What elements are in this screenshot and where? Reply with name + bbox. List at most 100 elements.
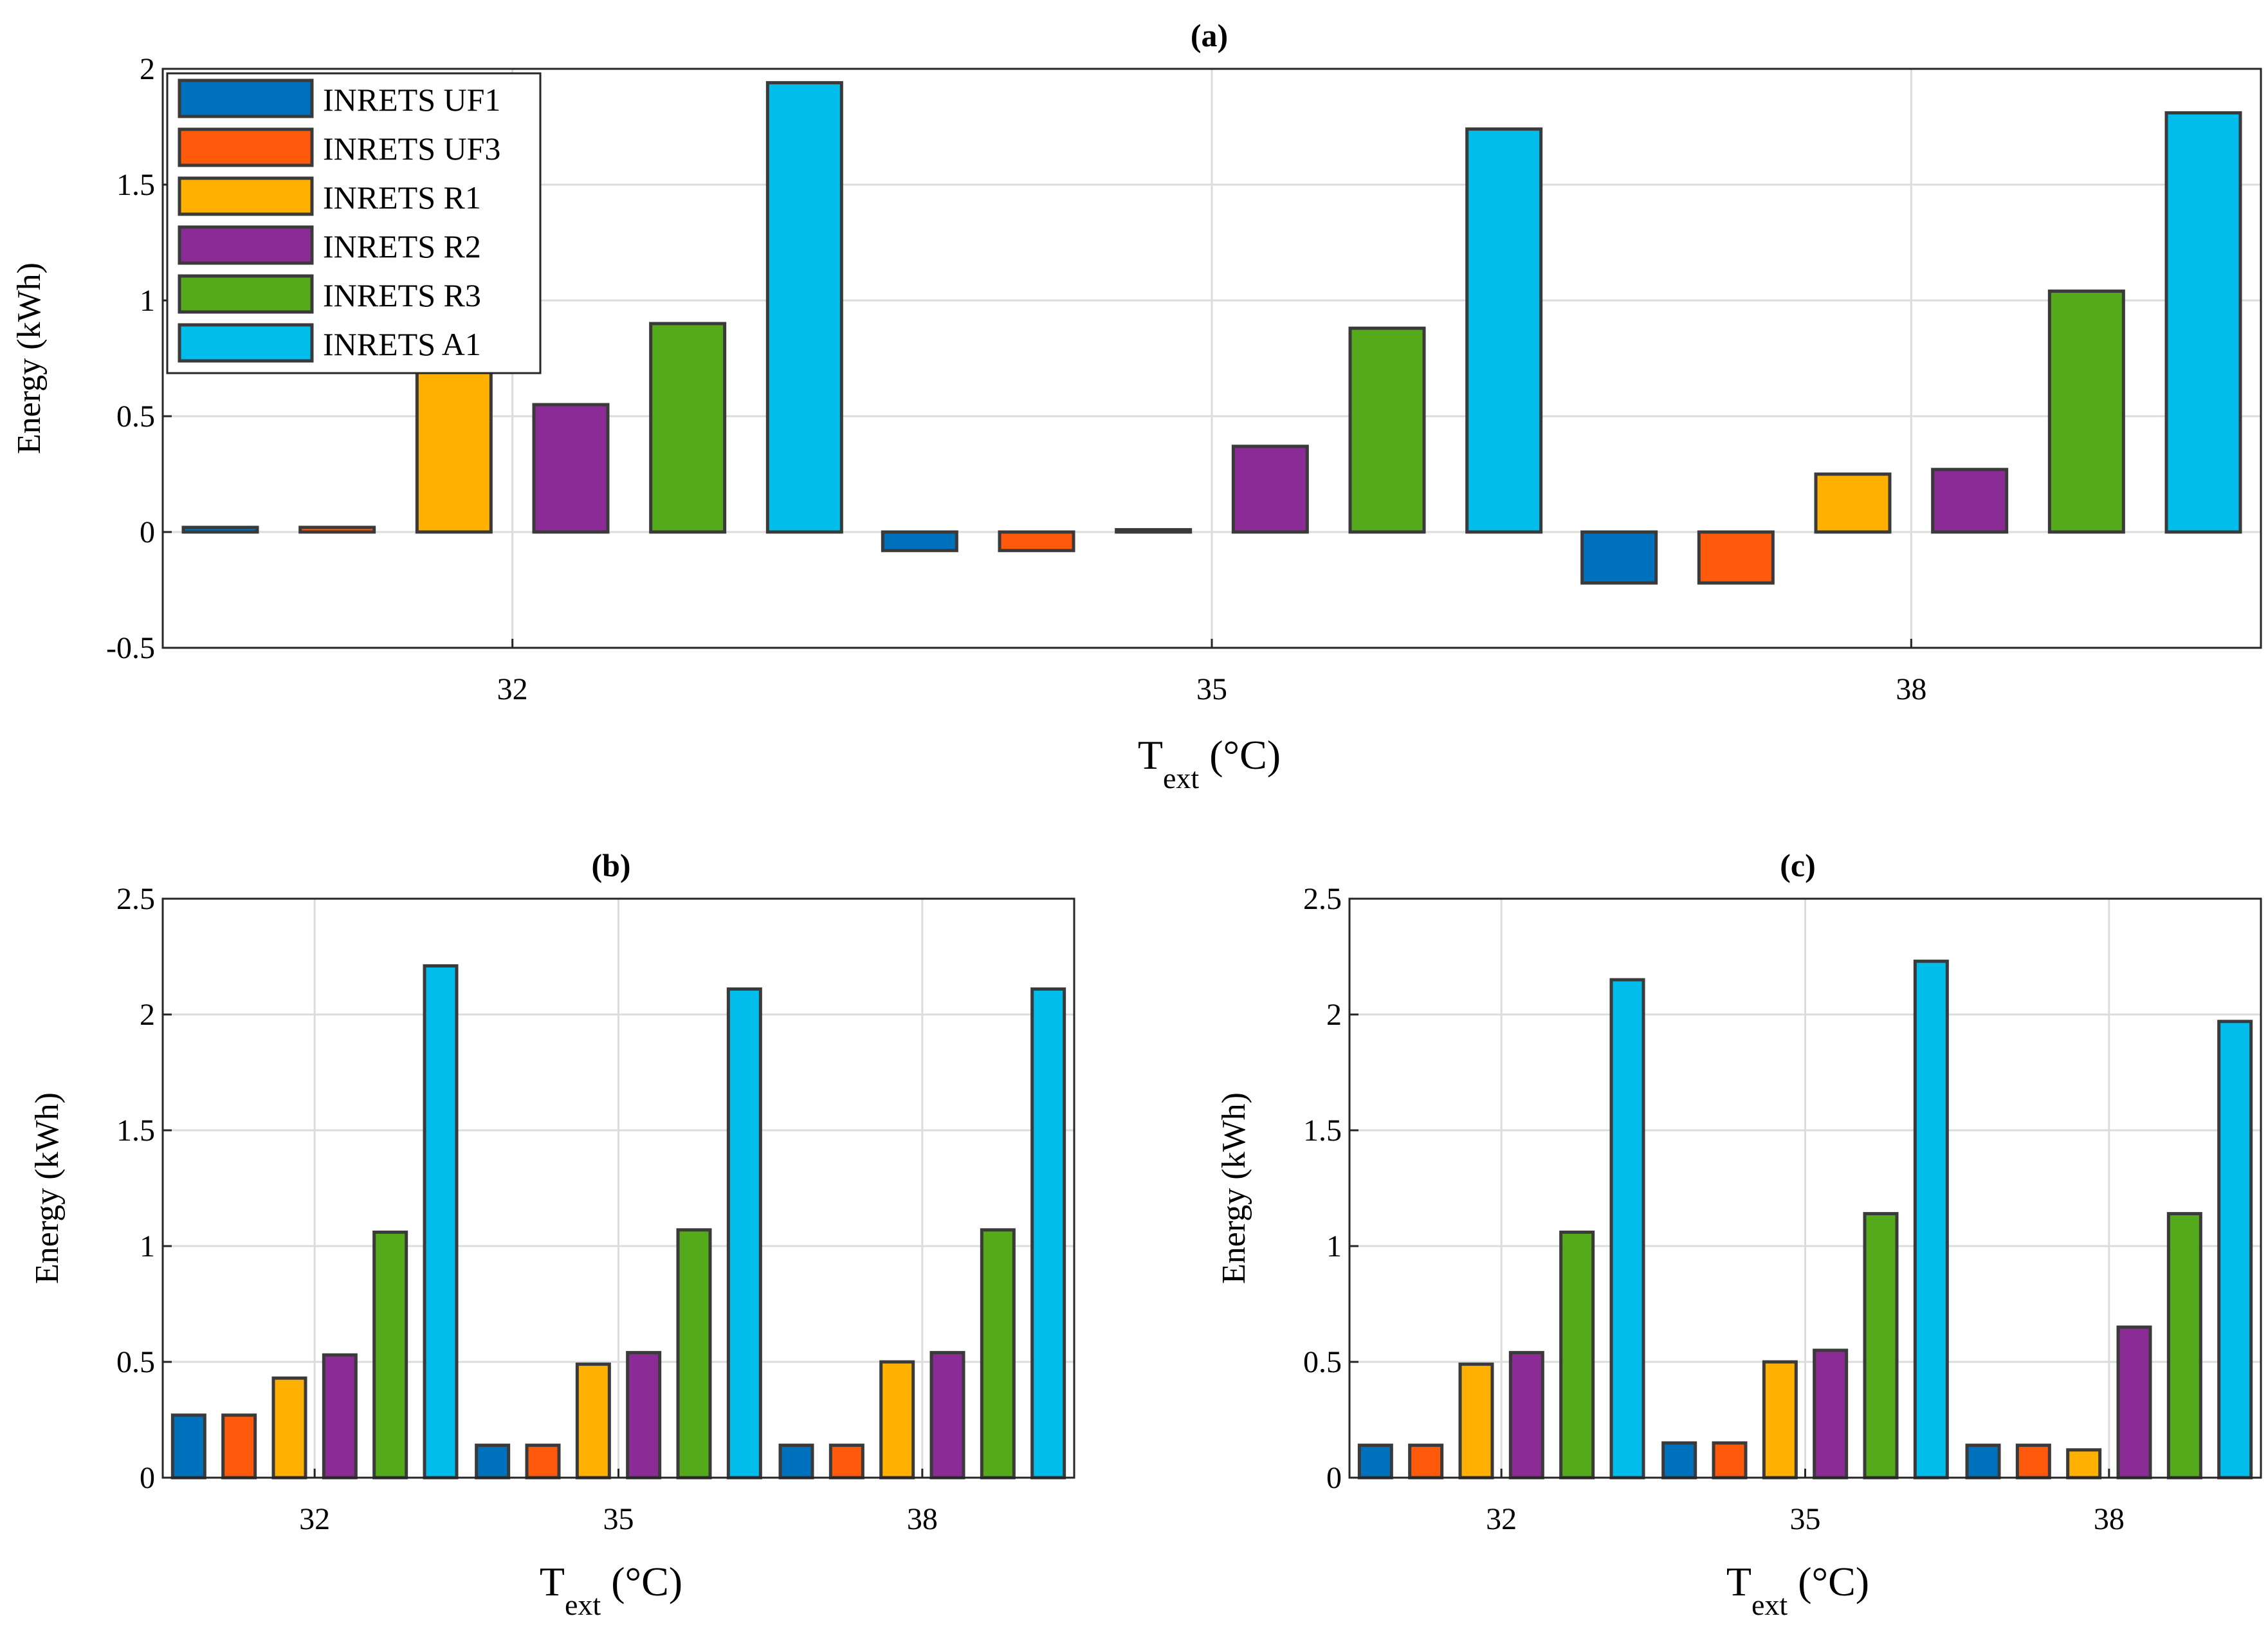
legend-item: INRETS R3: [178, 274, 481, 314]
legend: INRETS UF1 INRETS UF3 INRETS R1 INRETS R…: [166, 72, 542, 374]
x-tick-label: 32: [299, 1502, 330, 1536]
legend-label-r2: INRETS R2: [323, 228, 481, 264]
legend-label-r1: INRETS R1: [323, 179, 481, 216]
bar-inrets-r3-38: [980, 1228, 1016, 1480]
bar-inrets-uf1-38: [1965, 1444, 2001, 1480]
bar-inrets-r3-35: [1863, 1212, 1899, 1480]
bar-inrets-a1-35: [726, 987, 762, 1480]
bar-inrets-uf1-35: [1661, 1441, 1697, 1480]
bar-inrets-r3-32: [372, 1230, 408, 1480]
bar-inrets-r1-35: [1762, 1360, 1798, 1480]
bar-inrets-uf1-32: [1357, 1444, 1393, 1480]
bar-inrets-uf3-35: [525, 1444, 561, 1480]
bar-inrets-uf3-38: [1697, 530, 1775, 585]
bar-inrets-r3-32: [1559, 1230, 1595, 1480]
bar-inrets-r3-38: [2047, 289, 2125, 534]
y-tick-label: 2.5: [116, 882, 155, 916]
bar-inrets-a1-35: [1913, 959, 1949, 1480]
y-axis-label-c: Energy (kWh): [1216, 1092, 1252, 1284]
legend-item: INRETS R1: [178, 176, 481, 216]
x-tick-label: 35: [1790, 1502, 1821, 1536]
bar-inrets-a1-38: [2164, 111, 2242, 534]
y-tick-label: 0.5: [116, 1345, 155, 1379]
legend-item: INRETS UF1: [178, 78, 500, 118]
bar-inrets-r3-32: [649, 322, 727, 534]
bar-inrets-r1-32: [415, 368, 493, 534]
bar-inrets-a1-32: [765, 81, 843, 534]
x-tick-label: 35: [603, 1502, 634, 1536]
legend-item: INRETS A1: [178, 323, 481, 363]
bar-inrets-r2-35: [626, 1351, 662, 1480]
bar-inrets-r2-35: [1231, 445, 1309, 534]
y-tick-label: 0: [1326, 1461, 1342, 1495]
bar-inrets-a1-35: [1465, 127, 1543, 534]
y-tick-label: 2: [140, 998, 155, 1032]
bar-inrets-uf3-35: [998, 530, 1075, 553]
y-tick-label: 0.5: [116, 399, 155, 434]
x-tick-label: 38: [2094, 1502, 2125, 1536]
bar-inrets-uf1-35: [475, 1444, 511, 1480]
legend-label-a1: INRETS A1: [323, 326, 481, 362]
legend-swatch-r1: [178, 176, 314, 216]
x-axis-label-b: Text (°C): [540, 1559, 682, 1621]
bar-inrets-uf3-38: [2015, 1444, 2051, 1480]
bar-inrets-r2-38: [1931, 468, 2009, 534]
bar-inrets-uf1-38: [778, 1444, 814, 1480]
legend-swatch-r3: [178, 274, 314, 314]
x-tick-label: 38: [1896, 672, 1926, 706]
legend-item: INRETS UF3: [178, 127, 500, 167]
x-tick-label: 32: [1486, 1502, 1517, 1536]
bar-inrets-r1-32: [1458, 1363, 1494, 1480]
legend-label-uf1: INRETS UF1: [323, 82, 500, 118]
bar-inrets-r2-38: [2116, 1325, 2152, 1480]
bar-inrets-r1-38: [1814, 472, 1892, 534]
legend-item: INRETS R2: [178, 225, 481, 265]
y-tick-label: 2: [1326, 998, 1342, 1032]
chart-panel-b: (b) 2.5 2 1.5 1 0.5 0 32 35 38 Energy (kWh) Tex…: [29, 847, 1075, 1621]
y-tick-label: -0.5: [106, 631, 155, 665]
chart-title-a: (a): [1191, 17, 1228, 53]
y-axis-label-a: Energy (kWh): [11, 262, 48, 454]
y-axis-label-b: Energy (kWh): [29, 1092, 66, 1284]
y-tick-label: 1.5: [116, 1114, 155, 1148]
bar-inrets-r1-32: [271, 1376, 307, 1480]
y-tick-label: 0: [140, 515, 155, 549]
bar-inrets-r1-38: [2066, 1448, 2102, 1480]
legend-swatch-uf3: [178, 127, 314, 167]
bar-inrets-r3-35: [676, 1228, 712, 1480]
legend-swatch-uf1: [178, 78, 314, 118]
bar-inrets-a1-38: [1030, 987, 1066, 1480]
bar-inrets-uf3-38: [828, 1444, 864, 1480]
bar-inrets-uf3-32: [221, 1413, 257, 1480]
y-tick-label: 1: [140, 284, 155, 318]
bar-inrets-r1-38: [879, 1360, 915, 1480]
bar-inrets-uf3-32: [298, 526, 376, 534]
bar-inrets-uf1-38: [1580, 530, 1658, 585]
x-axis-label-a: Text (°C): [1138, 732, 1281, 794]
legend-label-r3: INRETS R3: [323, 277, 481, 313]
chart-panel-c: (c) 2.5 2 1.5 1 0.5 0 32 35 38 Energy (kWh) Tex…: [1216, 847, 2262, 1621]
bar-inrets-r3-35: [1348, 326, 1426, 534]
legend-label-uf3: INRETS UF3: [323, 131, 500, 167]
y-tick-label: 0: [140, 1461, 155, 1495]
bar-inrets-r1-35: [1115, 528, 1193, 534]
bar-inrets-r2-32: [1508, 1351, 1544, 1480]
y-tick-label: 0.5: [1303, 1345, 1342, 1379]
x-tick-label: 35: [1196, 672, 1227, 706]
bar-inrets-r1-35: [575, 1363, 611, 1480]
y-tick-label: 1: [140, 1229, 155, 1263]
y-tick-label: 1.5: [116, 168, 155, 202]
y-tick-label: 1.5: [1303, 1114, 1342, 1148]
chart-title-b: (b): [591, 847, 630, 883]
bar-inrets-uf1-32: [170, 1413, 206, 1480]
bar-inrets-a1-38: [2217, 1020, 2253, 1480]
x-axis-label-c: Text (°C): [1726, 1559, 1869, 1621]
bar-inrets-a1-32: [1609, 978, 1645, 1480]
bar-inrets-r2-38: [929, 1351, 965, 1480]
legend-box: [166, 72, 542, 374]
legend-swatch-a1: [178, 323, 314, 363]
bar-inrets-r2-32: [322, 1353, 358, 1480]
y-tick-label: 2.5: [1303, 882, 1342, 916]
chart-panel-a: (a) 2 1.5 1 0.5 0 -0.5 32 35 38 Energy (kWh) Te…: [11, 17, 2262, 794]
